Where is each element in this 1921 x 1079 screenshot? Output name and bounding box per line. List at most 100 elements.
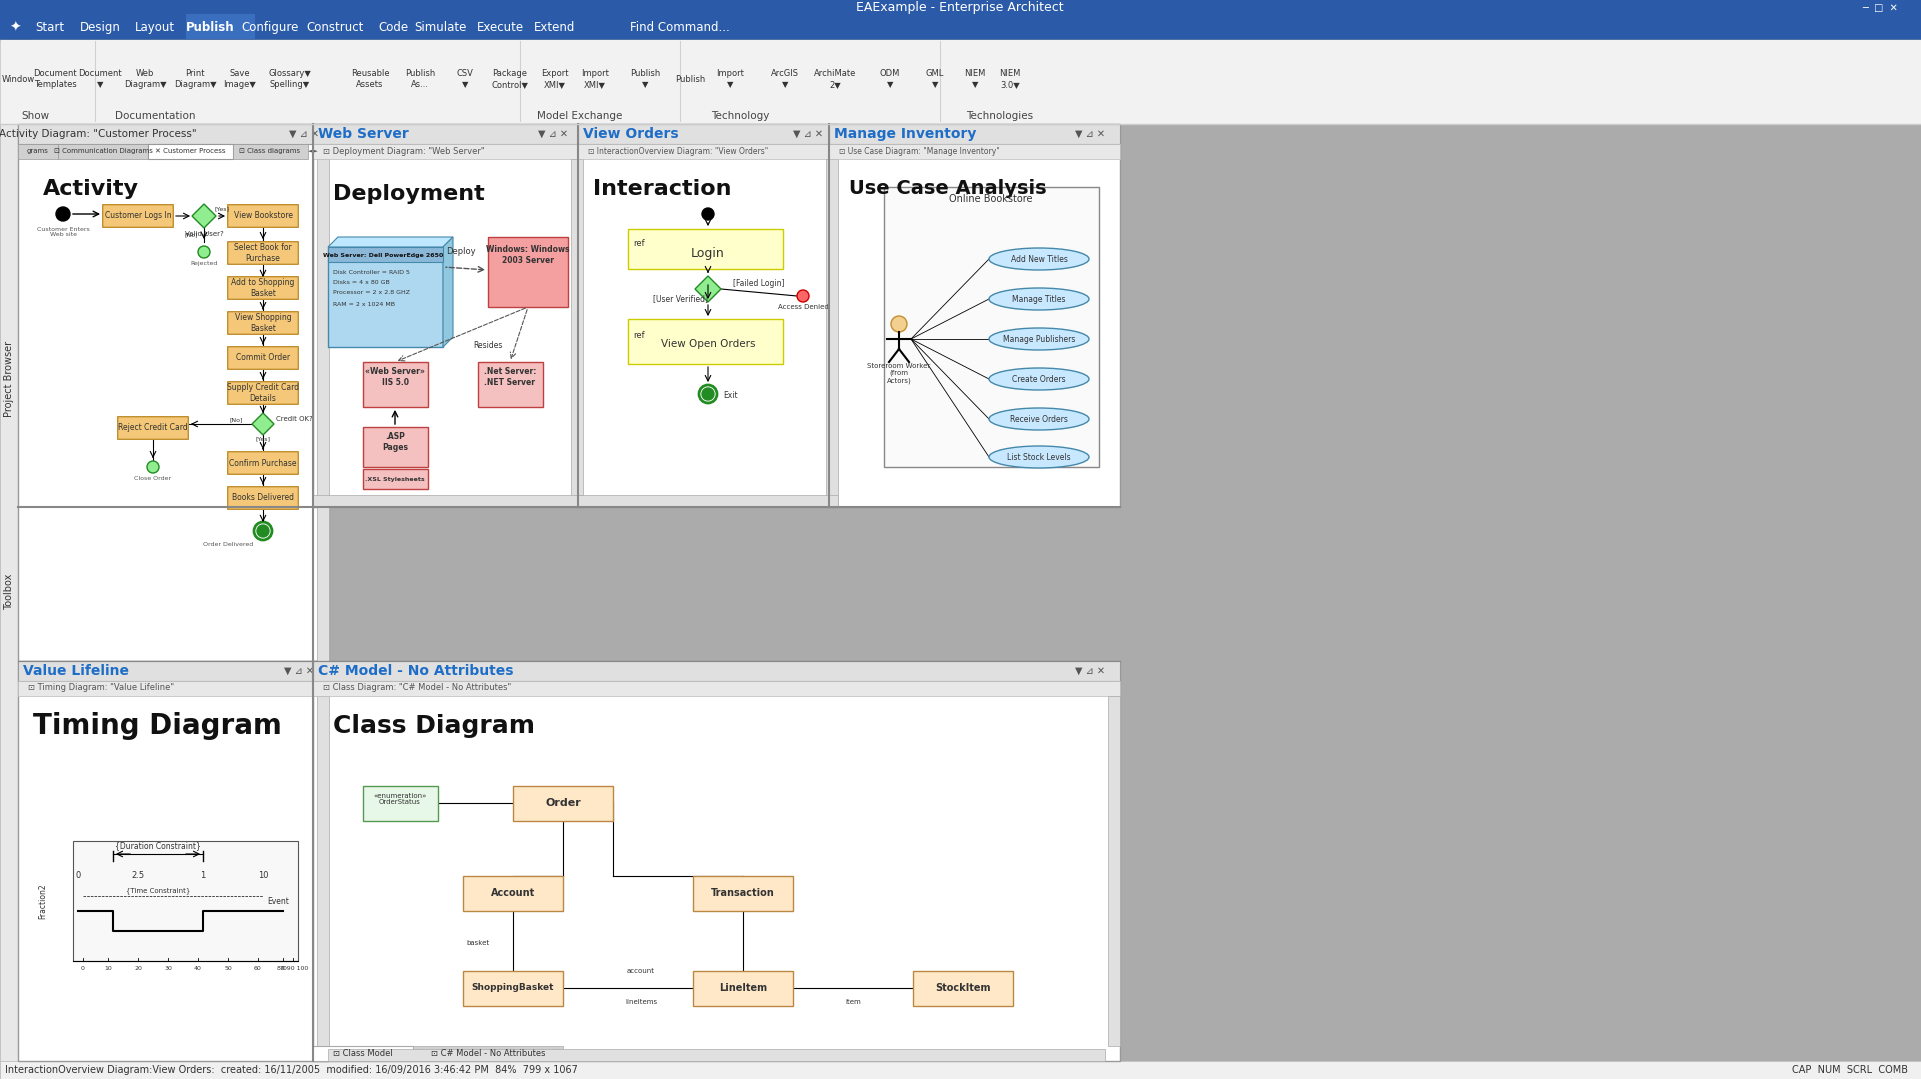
Text: 80 90 100: 80 90 100 [277,966,309,971]
Text: Supply Credit Card
Details: Supply Credit Card Details [227,383,300,402]
Text: item: item [845,999,861,1005]
Text: Processor = 2 x 2.8 GHZ: Processor = 2 x 2.8 GHZ [332,289,409,295]
Bar [488,237,569,308]
Text: ▼ ⊿ ✕: ▼ ⊿ ✕ [538,129,569,139]
Text: .Net Server:
.NET Server: .Net Server: .NET Server [484,367,536,386]
Text: 60: 60 [254,966,261,971]
Text: Deployment: Deployment [332,185,484,204]
Bar [1108,696,1120,1046]
Text: Find Command...: Find Command... [630,21,730,35]
Text: Technology: Technology [711,111,768,121]
Bar [17,661,328,1061]
Text: [Yes]: [Yes] [215,206,229,211]
Text: Use Case Analysis: Use Case Analysis [849,179,1047,199]
Text: Package
Control▼: Package Control▼ [492,69,528,88]
FancyBboxPatch shape [229,452,298,475]
Text: 20: 20 [134,966,142,971]
Circle shape [56,207,69,221]
Text: ref: ref [634,331,645,341]
Bar [148,144,232,159]
Text: 1: 1 [200,872,206,880]
Text: {Time Constraint}: {Time Constraint} [125,888,190,894]
Text: List Stock Levels: List Stock Levels [1007,452,1070,462]
Bar [628,229,784,269]
Text: Access Denied: Access Denied [778,304,828,310]
Bar [628,319,784,364]
Text: ⊡ Communication Diagrams: ⊡ Communication Diagrams [54,148,152,154]
Bar [313,124,582,144]
Text: Order Delivered: Order Delivered [204,542,254,546]
FancyBboxPatch shape [229,312,298,334]
Text: ▼ ⊿ ✕: ▼ ⊿ ✕ [284,666,313,677]
Text: 50: 50 [225,966,232,971]
Text: Document
▼: Document ▼ [79,69,121,88]
Bar [73,841,298,961]
Text: Web
Diagram▼: Web Diagram▼ [123,69,167,88]
Bar [313,661,1120,681]
Text: Exit: Exit [722,392,738,400]
Text: ArcGIS
▼: ArcGIS ▼ [770,69,799,88]
Ellipse shape [989,368,1089,390]
Circle shape [148,461,159,473]
Polygon shape [444,237,453,347]
Bar [363,786,438,821]
Bar [363,427,428,467]
Text: Import
▼: Import ▼ [717,69,743,88]
Bar [328,247,444,262]
FancyBboxPatch shape [117,416,188,439]
Text: 30: 30 [163,966,173,971]
Text: ⊡ Class Model: ⊡ Class Model [332,1050,394,1058]
Text: Add to Shopping
Basket: Add to Shopping Basket [231,278,294,298]
Bar [17,124,328,144]
Text: basket: basket [467,940,490,946]
Bar [463,876,563,911]
Bar [328,1049,1105,1061]
Bar [232,144,307,159]
Text: GML
▼: GML ▼ [926,69,945,88]
Text: Customer Logs In: Customer Logs In [104,211,171,220]
Text: Construct: Construct [305,21,363,35]
Text: ◄►: ◄► [307,148,319,154]
Text: Deploy: Deploy [446,247,476,257]
Text: Class Diagram: Class Diagram [332,714,536,738]
Text: ⊡ Timing Diagram: "Value Lifeline": ⊡ Timing Diagram: "Value Lifeline" [29,683,175,693]
Bar [58,144,148,159]
Text: Reusable
Assets: Reusable Assets [352,69,390,88]
Ellipse shape [989,248,1089,270]
Bar [17,681,328,696]
Bar [912,971,1012,1006]
Text: Online Bookstore: Online Bookstore [949,194,1033,204]
Polygon shape [252,413,275,435]
Text: ref: ref [634,240,645,248]
Bar [884,187,1099,467]
Text: Layout: Layout [134,21,175,35]
Text: Transaction: Transaction [711,888,774,898]
Text: Manage Titles: Manage Titles [1012,295,1066,303]
Text: ▼ ⊿ ✕: ▼ ⊿ ✕ [1076,666,1105,677]
Text: CAP  NUM  SCRL  COMB: CAP NUM SCRL COMB [1792,1065,1908,1075]
Text: Design: Design [79,21,121,35]
Bar [313,661,1120,1061]
Text: Start: Start [35,21,65,35]
Text: Import
XMI▼: Import XMI▼ [580,69,609,88]
Text: Glossary▼
Spelling▼: Glossary▼ Spelling▼ [269,69,311,88]
Ellipse shape [989,328,1089,350]
FancyBboxPatch shape [229,346,298,369]
Text: CSV
▼: CSV ▼ [457,69,473,88]
Text: Show: Show [21,111,50,121]
Text: Toolbox: Toolbox [4,574,13,611]
Text: [No]: [No] [229,418,242,423]
Text: ShoppingBasket: ShoppingBasket [473,983,555,993]
Text: «enumeration»
OrderStatus: «enumeration» OrderStatus [373,792,426,806]
Bar [578,495,838,507]
Bar [363,361,428,407]
Text: InteractionOverview Diagram:View Orders:  created: 16/11/2005  modified: 16/09/2: InteractionOverview Diagram:View Orders:… [6,1065,578,1075]
Circle shape [701,208,715,220]
Bar [0,16,1921,39]
Text: .ASP
Pages: .ASP Pages [382,433,407,452]
Text: Window: Window [2,74,35,83]
Bar [578,124,838,507]
Text: [User Verified]: [User Verified] [653,295,709,303]
Text: Add New Titles: Add New Titles [1010,255,1068,263]
Bar [513,786,613,821]
